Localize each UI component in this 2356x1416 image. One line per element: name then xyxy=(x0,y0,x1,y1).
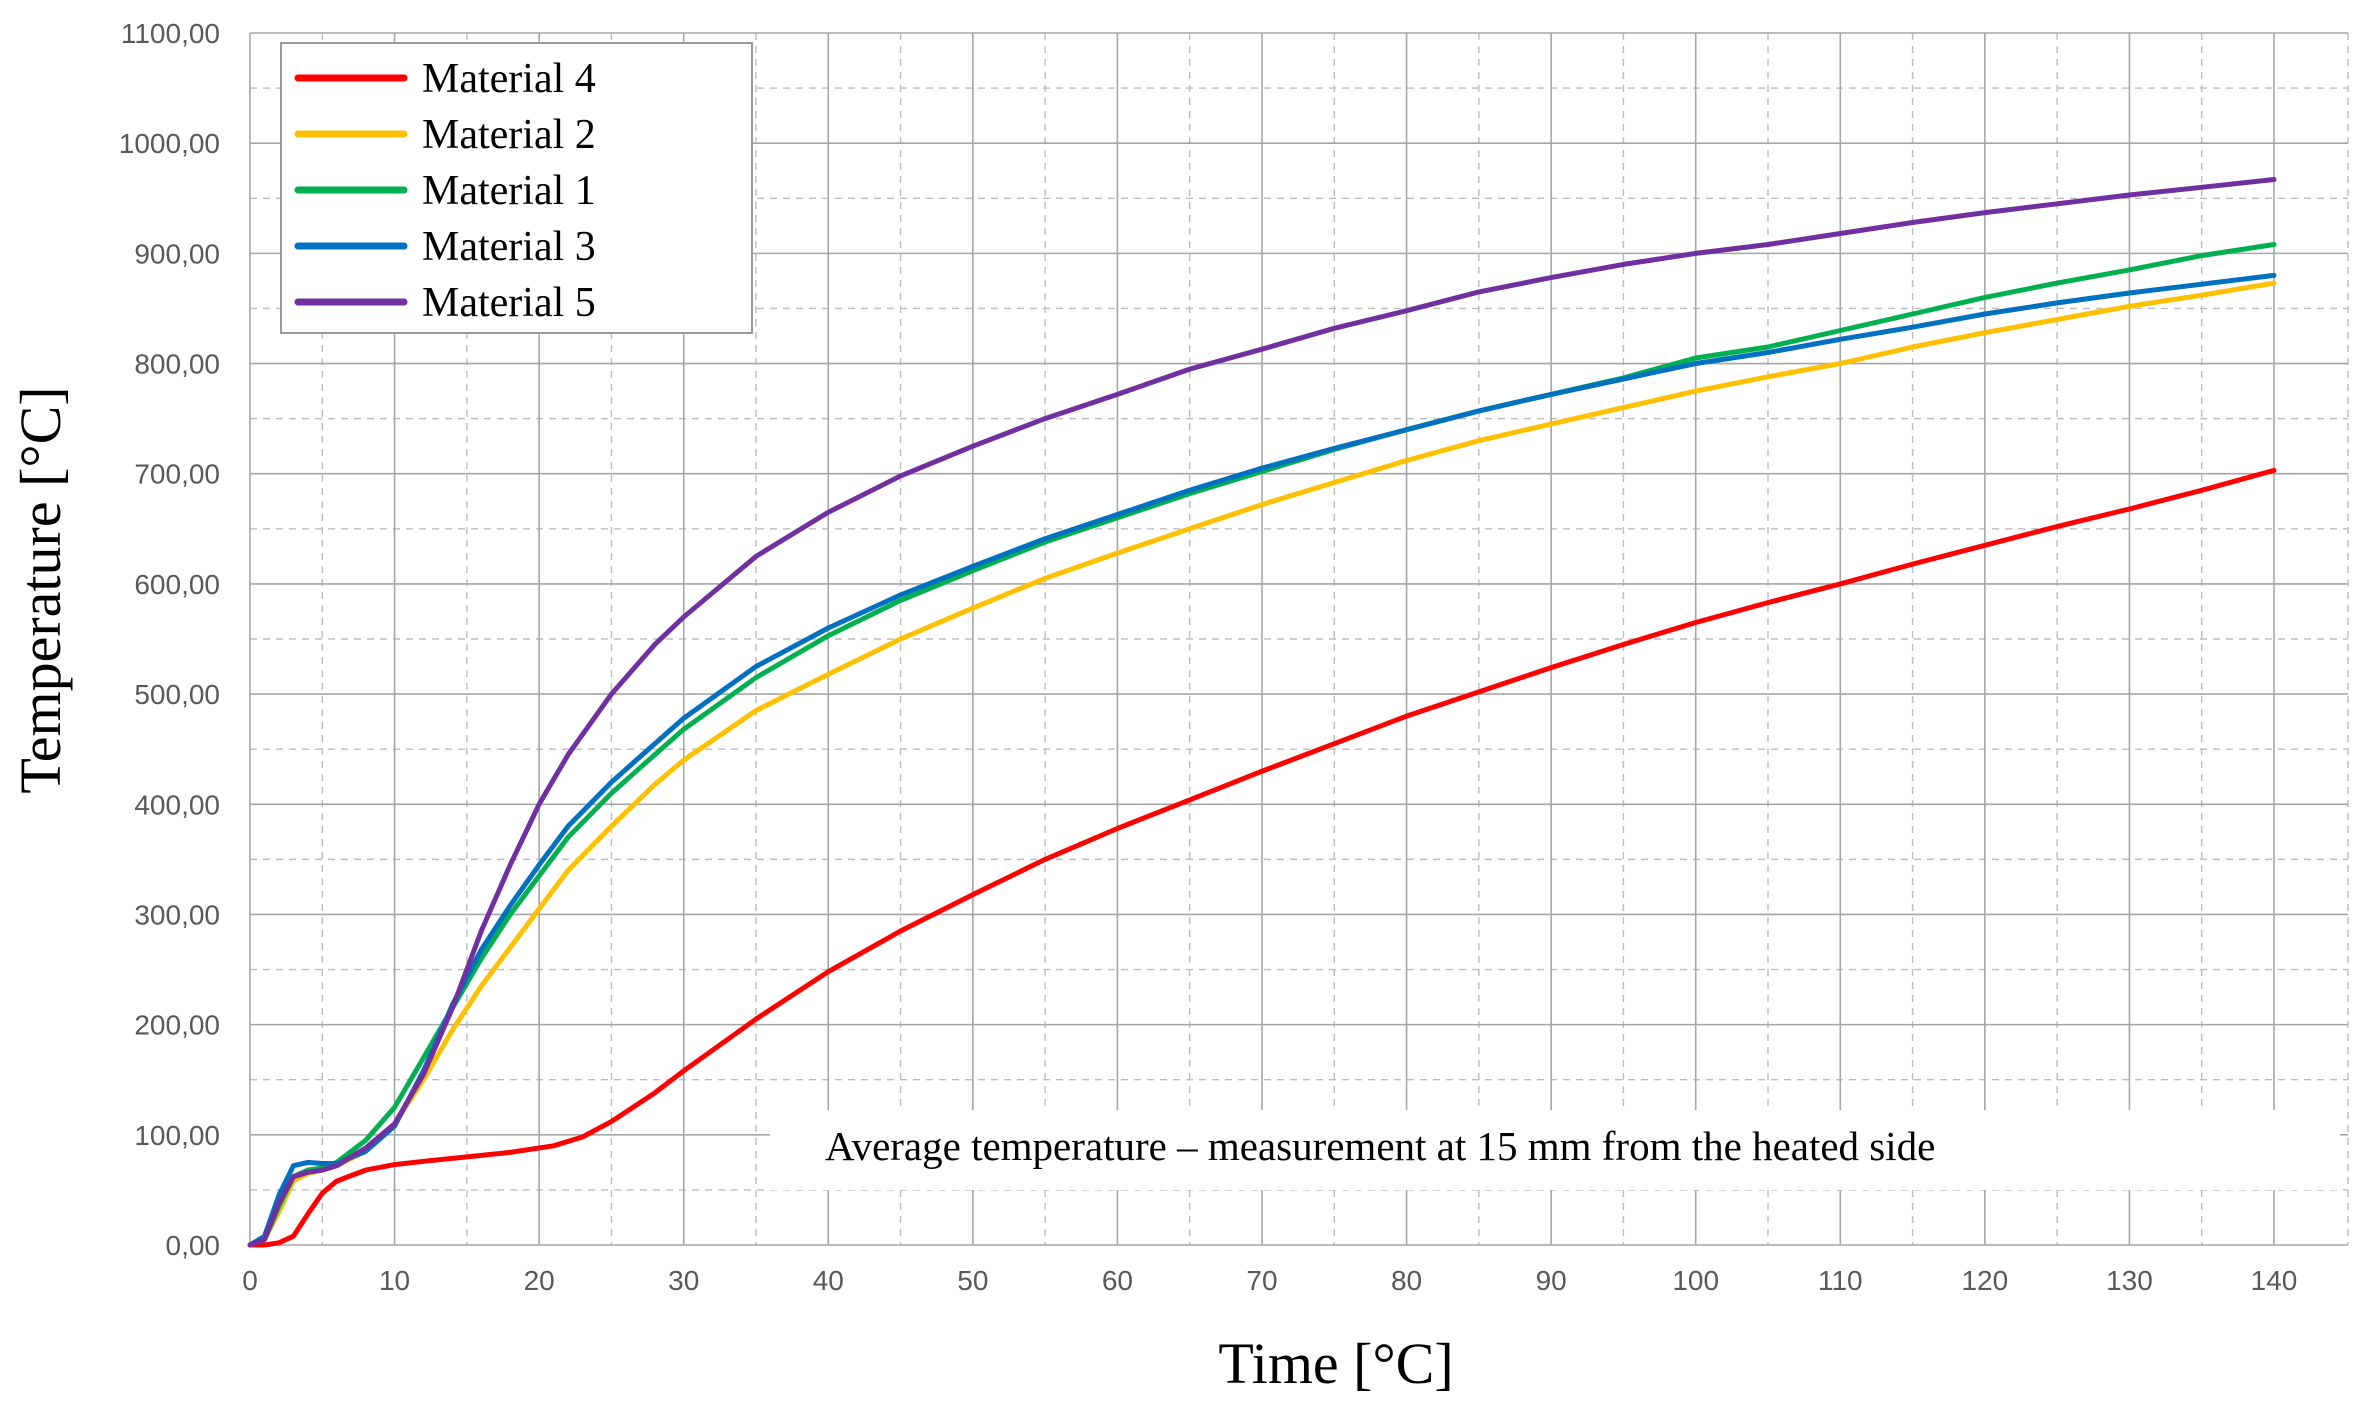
y-tick-label: 600,00 xyxy=(134,569,220,600)
y-tick-label: 700,00 xyxy=(134,459,220,490)
annotation-box: Average temperature – measurement at 15 … xyxy=(770,1110,2340,1190)
y-tick-label: 1000,00 xyxy=(119,128,220,159)
x-tick-label: 120 xyxy=(1961,1265,2008,1296)
x-tick-label: 0 xyxy=(242,1265,258,1296)
series-lines xyxy=(247,177,2277,1248)
x-axis-ticks: 0 10 20 30 40 50 60 70 80 90 100 110 120 130 140 xyxy=(242,1265,2297,1296)
y-tick-label: 500,00 xyxy=(134,679,220,710)
legend: Material 4 Material 2 Material 1 Material 3… xyxy=(280,42,753,334)
x-tick-label: 10 xyxy=(379,1265,410,1296)
y-tick-label: 800,00 xyxy=(134,349,220,380)
y-tick-label: 200,00 xyxy=(134,1010,220,1041)
x-axis-title: Time [°C] xyxy=(1218,1331,1453,1396)
x-tick-label: 20 xyxy=(524,1265,555,1296)
series-line-material-1 xyxy=(247,242,2277,1248)
y-axis-title: Temperature [°C] xyxy=(8,386,73,793)
legend-label-material-1: Material 1 xyxy=(422,168,596,214)
legend-label-material-5: Material 5 xyxy=(422,280,596,326)
series-line-material-5 xyxy=(247,177,2277,1248)
x-tick-label: 130 xyxy=(2106,1265,2153,1296)
y-tick-label: 900,00 xyxy=(134,238,220,269)
legend-label-material-4: Material 4 xyxy=(422,56,596,102)
series-line-material-4 xyxy=(247,467,2277,1248)
x-tick-label: 140 xyxy=(2251,1265,2298,1296)
legend-box xyxy=(280,42,753,334)
legend-label-material-3: Material 3 xyxy=(422,224,596,270)
x-tick-label: 30 xyxy=(668,1265,699,1296)
x-tick-label: 70 xyxy=(1246,1265,1277,1296)
annotation-background xyxy=(770,1110,2340,1190)
x-tick-label: 110 xyxy=(1818,1265,1863,1296)
x-tick-label: 60 xyxy=(1102,1265,1133,1296)
annotation-text: Average temperature – measurement at 15 … xyxy=(825,1123,1935,1169)
y-tick-label: 400,00 xyxy=(134,789,220,820)
y-tick-label: 100,00 xyxy=(134,1120,220,1151)
y-tick-label: 1100,00 xyxy=(121,18,220,49)
x-tick-label: 100 xyxy=(1672,1265,1719,1296)
y-tick-label: 0,00 xyxy=(166,1230,221,1261)
y-axis-ticks: 0,00 100,00 200,00 300,00 400,00 500,00 600,00… xyxy=(119,18,220,1261)
y-tick-label: 300,00 xyxy=(134,899,220,930)
x-tick-label: 50 xyxy=(957,1265,988,1296)
x-tick-label: 40 xyxy=(813,1265,844,1296)
x-tick-label: 90 xyxy=(1536,1265,1567,1296)
x-tick-label: 80 xyxy=(1391,1265,1422,1296)
legend-label-material-2: Material 2 xyxy=(422,112,596,158)
